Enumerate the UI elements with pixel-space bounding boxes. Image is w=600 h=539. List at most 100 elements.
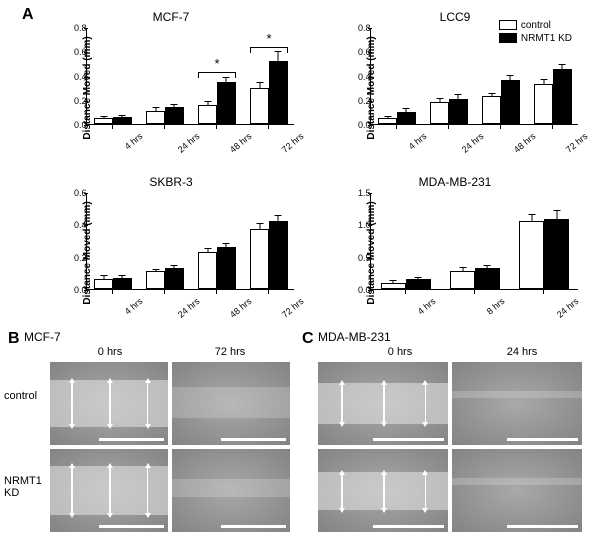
- micrograph: [172, 449, 290, 532]
- bar-kd: [269, 221, 288, 289]
- time-label-c-0: 0 hrs: [370, 346, 430, 358]
- panel-letter-a: A: [22, 6, 34, 24]
- x-tick-label: 4 hrs: [415, 296, 437, 317]
- scratch-arrow-icon: [71, 468, 73, 513]
- scale-bar: [99, 438, 164, 441]
- y-tick-label: 0.0: [358, 120, 368, 130]
- bar-control: [250, 229, 269, 289]
- row-label-control: control: [4, 390, 46, 402]
- x-tick-label: 48 hrs: [228, 296, 254, 320]
- y-tick-label: 0.4: [358, 72, 368, 82]
- bar-kd: [113, 117, 132, 124]
- scratch-arrow-icon: [71, 383, 73, 425]
- time-label-b-1: 72 hrs: [200, 346, 260, 358]
- chart-title: MCF-7: [38, 10, 304, 24]
- micro-grid-b: [50, 362, 290, 532]
- bar-control: [146, 111, 165, 124]
- scale-bar: [507, 525, 579, 528]
- scale-bar: [507, 438, 579, 441]
- chart-mcf7: MCF-7Distance Moved (mm)**0.00.20.40.60.…: [38, 10, 304, 165]
- y-tick-label: 0.5: [358, 253, 368, 263]
- chart-grid: MCF-7Distance Moved (mm)**0.00.20.40.60.…: [38, 10, 588, 330]
- bar-kd: [406, 279, 431, 289]
- y-tick-label: 0.4: [74, 72, 84, 82]
- scratch-arrow-icon: [425, 385, 427, 422]
- panel-a: A MCF-7Distance Moved (mm)**0.00.20.40.6…: [0, 0, 600, 330]
- y-tick-label: 0.4: [74, 220, 84, 230]
- y-tick-label: 0.2: [74, 253, 84, 263]
- micrograph: [172, 362, 290, 445]
- micrograph: [50, 449, 168, 532]
- panel-letter-c: C: [302, 330, 314, 348]
- chart-skbr3: SKBR-3Distance Moved (mm)0.00.20.40.64 h…: [38, 175, 304, 330]
- bar-control: [378, 118, 397, 124]
- x-tick-label: 48 hrs: [512, 131, 538, 155]
- micrograph: [452, 449, 582, 532]
- y-tick-label: 0.6: [74, 188, 84, 198]
- y-tick-label: 0.6: [358, 47, 368, 57]
- y-tick-label: 0.0: [74, 120, 84, 130]
- panel-letter-b: B: [8, 330, 20, 348]
- significance-star: *: [266, 31, 271, 46]
- figure-root: A MCF-7Distance Moved (mm)**0.00.20.40.6…: [0, 0, 600, 539]
- y-tick-label: 0.2: [74, 96, 84, 106]
- y-tick-label: 0.0: [74, 285, 84, 295]
- plot-area: **: [86, 28, 294, 125]
- micro-grid-c: [318, 362, 582, 532]
- scale-bar: [373, 438, 445, 441]
- bar-kd: [165, 107, 184, 124]
- bar-kd: [269, 61, 288, 124]
- time-label-b-0: 0 hrs: [80, 346, 140, 358]
- legend-swatch-kd: [499, 33, 517, 43]
- bar-control: [482, 96, 501, 124]
- scale-bar: [373, 525, 445, 528]
- bar-kd: [165, 268, 184, 289]
- bar-control: [450, 271, 475, 289]
- scratch-arrow-icon: [109, 383, 111, 425]
- bar-control: [381, 283, 406, 289]
- scratch-arrow-icon: [147, 468, 149, 513]
- x-tick-label: 8 hrs: [485, 296, 507, 317]
- scratch-arrow-icon: [425, 475, 427, 508]
- x-tick-label: 4 hrs: [123, 131, 145, 152]
- y-tick-label: 0.8: [74, 23, 84, 33]
- bar-kd: [397, 112, 416, 124]
- x-tick-label: 24 hrs: [555, 296, 581, 320]
- bar-kd: [113, 278, 132, 289]
- bar-control: [430, 102, 449, 124]
- scratch-arrow-icon: [147, 383, 149, 425]
- y-tick-label: 1.0: [358, 220, 368, 230]
- x-tick-label: 72 hrs: [280, 296, 306, 320]
- legend: control NRMT1 KD: [499, 20, 572, 46]
- micrograph: [318, 362, 448, 445]
- micro-title-b: MCF-7: [24, 330, 61, 344]
- y-tick-label: 0.0: [358, 285, 368, 295]
- x-tick-label: 4 hrs: [123, 296, 145, 317]
- panel-bc: B MCF-7 C MDA-MB-231 control NRMT1 KD 0 …: [0, 330, 600, 539]
- legend-label-kd: NRMT1 KD: [521, 33, 572, 44]
- bar-control: [146, 271, 165, 289]
- bar-kd: [217, 247, 236, 289]
- bar-control: [94, 118, 113, 124]
- micrograph: [50, 362, 168, 445]
- plot-area: [86, 193, 294, 290]
- scratch-arrow-icon: [109, 468, 111, 513]
- scale-bar: [99, 525, 164, 528]
- chart-title: MDA-MB-231: [322, 175, 588, 189]
- bar-kd: [449, 99, 468, 124]
- scale-bar: [221, 525, 286, 528]
- bar-kd: [501, 80, 520, 124]
- bar-kd: [544, 219, 569, 289]
- x-tick-label: 24 hrs: [176, 131, 202, 155]
- bar-control: [94, 279, 113, 289]
- chart-mda: MDA-MB-231Distance Moved (mm)0.00.51.01.…: [322, 175, 588, 330]
- bar-control: [198, 105, 217, 124]
- x-tick-label: 72 hrs: [280, 131, 306, 155]
- legend-label-control: control: [521, 20, 551, 31]
- y-tick-label: 0.8: [358, 23, 368, 33]
- bar-control: [198, 252, 217, 289]
- micrograph: [452, 362, 582, 445]
- micro-title-c: MDA-MB-231: [318, 330, 391, 344]
- row-label-kd: NRMT1 KD: [4, 475, 46, 499]
- scratch-arrow-icon: [341, 475, 343, 508]
